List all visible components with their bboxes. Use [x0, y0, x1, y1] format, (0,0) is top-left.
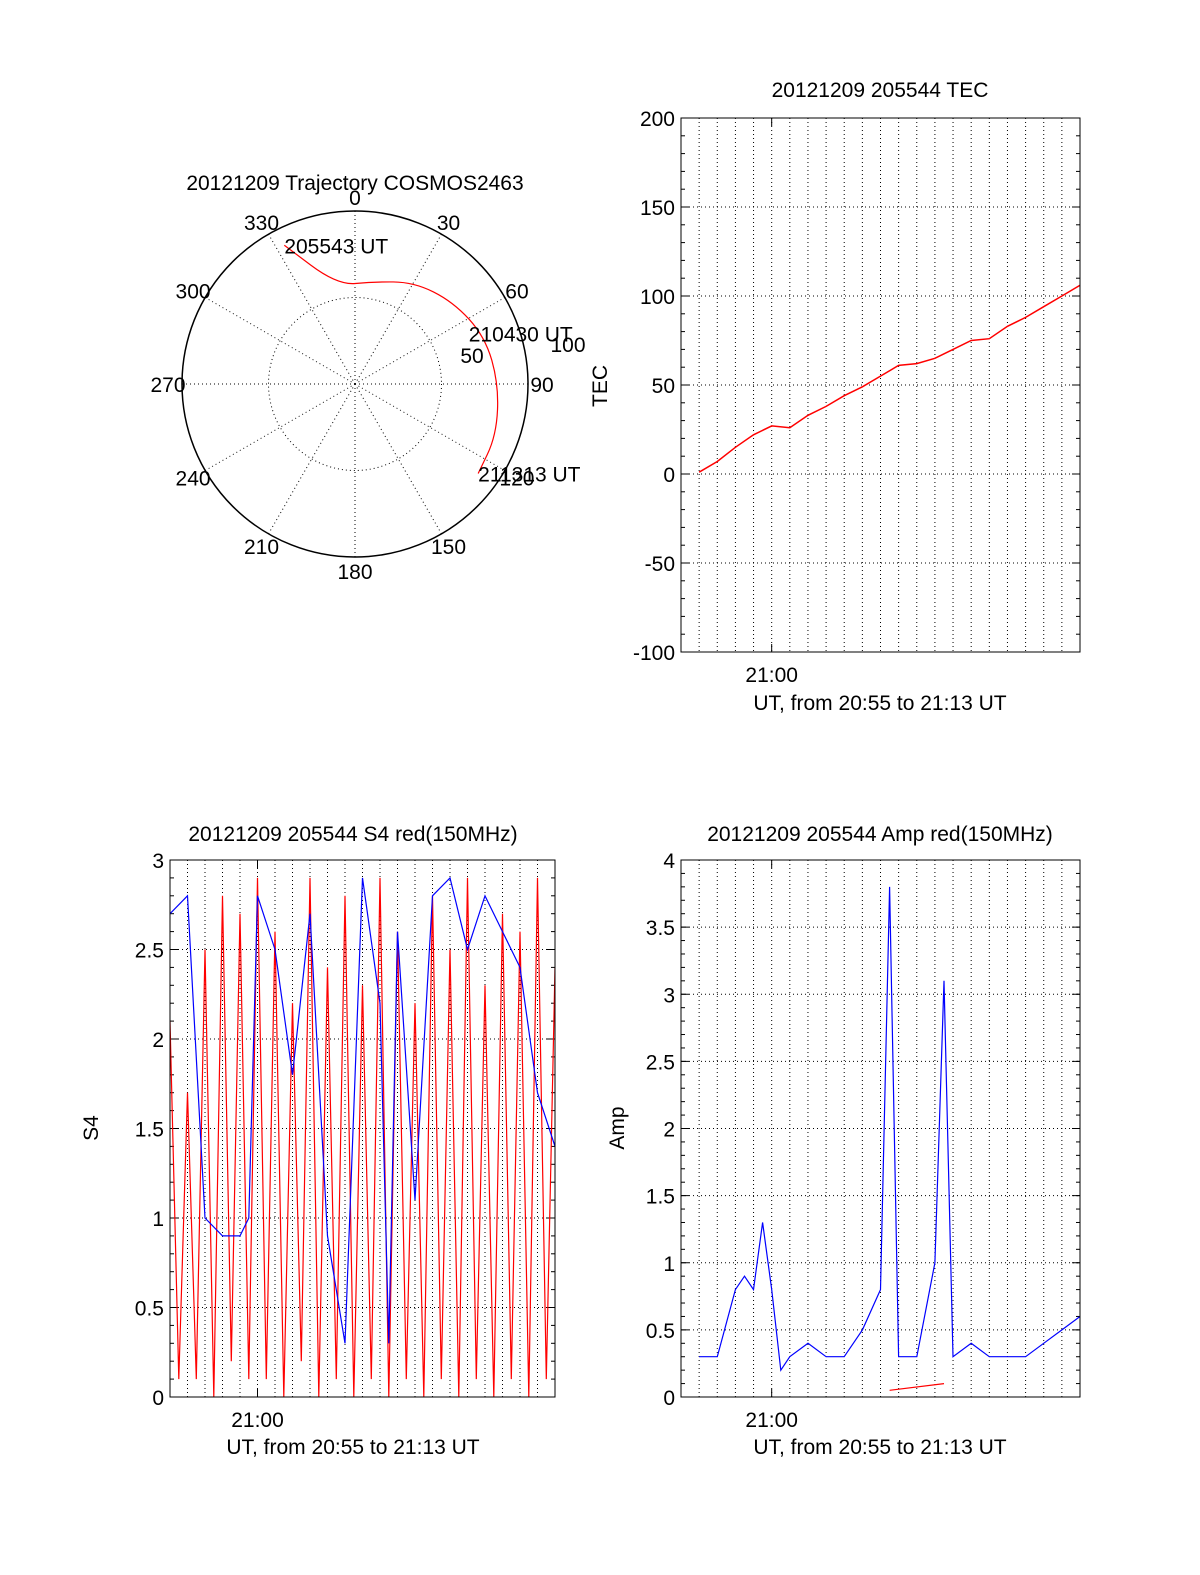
polar-angle-label: 270 — [150, 374, 185, 397]
polar-angle-label: 150 — [431, 536, 466, 559]
trajectory-time-label: 211313 UT — [478, 463, 581, 486]
polar-inner-gridcircle — [268, 297, 442, 471]
tec-panel: 20121209 205544 TEC TEC UT, from 20:55 t… — [589, 79, 1081, 715]
amp-y-axis-label: Amp — [606, 1106, 629, 1149]
x-tick-label: 21:00 — [745, 1409, 798, 1432]
y-tick-label: 2.5 — [646, 1051, 675, 1074]
s4-panel: 20121209 205544 S4 red(150MHz) S4 UT, fr… — [80, 823, 556, 1459]
y-tick-label: 4 — [663, 850, 675, 873]
polar-angle-labels: 0 30 60 90 120 150 180 210 240 270 300 330 — [150, 187, 553, 584]
polar-angle-label: 90 — [530, 374, 553, 397]
y-tick-label: -50 — [645, 553, 675, 576]
s4-x-axis-label: UT, from 20:55 to 21:13 UT — [226, 1436, 479, 1459]
amp-title: 20121209 205544 Amp red(150MHz) — [707, 823, 1053, 846]
plot-frame — [680, 859, 1081, 1398]
polar-spoke — [268, 383, 356, 535]
polar-spoke — [354, 383, 506, 471]
y-tick-label: 1 — [663, 1253, 675, 1276]
tec-y-axis-label: TEC — [589, 365, 612, 407]
polar-angle-label: 60 — [505, 281, 528, 304]
tec-x-axis-label: UT, from 20:55 to 21:13 UT — [753, 692, 1006, 715]
s4-y-axis-label: S4 — [80, 1115, 103, 1141]
y-tick-label: 200 — [640, 108, 675, 131]
y-tick-label: 2.5 — [135, 940, 164, 963]
y-tick-label: 0 — [663, 1387, 675, 1410]
polar-radial-label: 50 — [460, 345, 483, 368]
polar-angle-label: 120 — [499, 468, 534, 491]
series-line-1 — [170, 877, 555, 1397]
y-tick-label: 3 — [152, 850, 164, 873]
plot-frame — [169, 859, 556, 1398]
y-tick-label: 0 — [663, 464, 675, 487]
polar-trajectory-panel: 20121209 Trajectory COSMOS2463 0 30 60 90 12… — [150, 172, 585, 584]
polar-angle-label: 240 — [176, 468, 211, 491]
x-tick-label: 21:00 — [745, 664, 798, 687]
series-line-2 — [889, 1383, 945, 1391]
y-tick-label: 2 — [663, 1119, 675, 1142]
y-tick-label: 100 — [640, 286, 675, 309]
polar-radial-label: 100 — [550, 334, 585, 357]
amp-panel: 20121209 205544 Amp red(150MHz) Amp UT, … — [606, 823, 1081, 1459]
polar-spoke — [354, 383, 442, 535]
y-tick-label: 0.5 — [135, 1298, 164, 1321]
x-tick-label: 21:00 — [231, 1409, 284, 1432]
polar-angle-label: 330 — [244, 212, 279, 235]
polar-angle-label: 180 — [337, 561, 372, 584]
polar-grid — [181, 210, 529, 558]
polar-trajectory — [283, 244, 499, 474]
y-tick-label: -100 — [633, 642, 675, 665]
y-tick-label: 0 — [152, 1387, 164, 1410]
series-line-2 — [170, 876, 555, 1344]
polar-spoke — [204, 383, 356, 471]
trajectory-time-label: 205543 UT — [284, 235, 388, 258]
plot-frame — [680, 117, 1081, 653]
y-tick-label: 1.5 — [135, 1119, 164, 1142]
y-tick-label: 2 — [152, 1029, 164, 1052]
y-tick-label: 0.5 — [646, 1320, 675, 1343]
polar-angle-label: 210 — [244, 536, 279, 559]
polar-radial-labels: 50 100 — [460, 334, 585, 368]
s4-title: 20121209 205544 S4 red(150MHz) — [188, 823, 517, 846]
y-tick-label: 50 — [652, 375, 675, 398]
polar-spoke — [204, 297, 356, 385]
series-line-1 — [699, 886, 1080, 1372]
y-tick-label: 1.5 — [646, 1186, 675, 1209]
series-line-1 — [698, 284, 1080, 473]
trajectory-time-label: 210430 UT — [469, 323, 573, 346]
tec-title: 20121209 205544 TEC — [772, 79, 989, 102]
y-tick-label: 1 — [152, 1208, 164, 1231]
polar-spoke — [268, 233, 356, 385]
y-tick-label: 3 — [663, 984, 675, 1007]
y-tick-label: 3.5 — [646, 917, 675, 940]
polar-spoke — [354, 233, 442, 385]
trajectory-line — [283, 244, 499, 474]
polar-title: 20121209 Trajectory COSMOS2463 — [186, 172, 523, 195]
polar-angle-label: 30 — [437, 212, 460, 235]
polar-annotations: 205543 UT 210430 UT 211313 UT — [284, 235, 580, 486]
y-tick-label: 150 — [640, 197, 675, 220]
polar-spoke — [354, 297, 506, 385]
polar-angle-label: 300 — [176, 281, 211, 304]
polar-angle-label: 0 — [349, 187, 361, 210]
amp-x-axis-label: UT, from 20:55 to 21:13 UT — [753, 1436, 1006, 1459]
